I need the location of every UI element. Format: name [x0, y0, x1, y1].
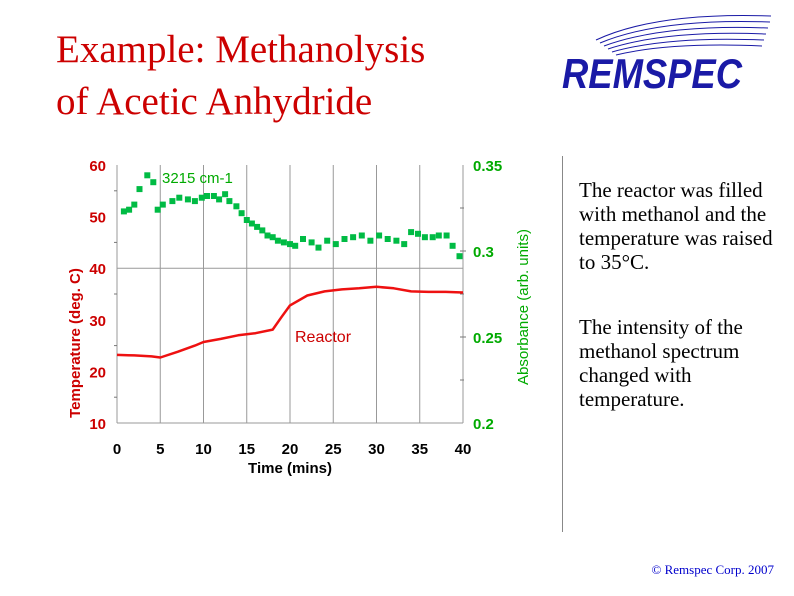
absorbance-point: [443, 232, 450, 239]
absorbance-point: [300, 236, 306, 242]
x-tick-label: 30: [368, 441, 385, 458]
absorbance-point: [210, 193, 217, 199]
absorbance-point: [259, 227, 266, 234]
right-tick-label: 0.2: [473, 416, 494, 433]
chart-frame: [114, 165, 466, 424]
absorbance-point: [222, 191, 229, 198]
absorbance-series: [120, 172, 463, 260]
absorbance-point: [126, 206, 133, 213]
right-tick-label: 0.35: [473, 158, 502, 175]
absorbance-point: [226, 198, 233, 205]
left-tick-label: 20: [89, 364, 106, 381]
x-axis-label: Time (mins): [248, 460, 332, 477]
left-axis-label: Temperature (deg. C): [67, 268, 84, 418]
remspec-logo: REMSPEC: [562, 15, 772, 97]
absorbance-point: [280, 239, 287, 246]
logo-swoosh: [595, 15, 772, 56]
right-tick-label: 0.25: [473, 330, 502, 347]
absorbance-point: [254, 223, 261, 230]
reactor-series: [116, 285, 464, 359]
absorbance-point: [415, 230, 421, 237]
absorbance-point: [287, 241, 293, 248]
absorbance-point: [243, 217, 250, 223]
absorbance-point: [292, 242, 299, 249]
absorbance-point: [154, 206, 161, 213]
x-tick-label: 5: [156, 441, 164, 458]
absorbance-point: [315, 244, 322, 251]
absorbance-point: [449, 242, 456, 249]
absorbance-point: [131, 201, 138, 208]
reactor-temperature-line: [116, 285, 464, 359]
left-tick-label: 10: [89, 416, 106, 433]
right-axis-label: Absorbance (arb. units): [515, 229, 532, 385]
title-line-2: of Acetic Anhydride: [56, 80, 373, 123]
annotation-reactor: Reactor: [295, 329, 352, 346]
absorbance-point: [274, 237, 281, 244]
absorbance-point: [350, 234, 357, 241]
slide-title: Example: Methanolysis of Acetic Anhydrid…: [56, 24, 526, 128]
x-tick-label: 35: [411, 441, 428, 458]
description-paragraph-2: The intensity of the methanol spectrum c…: [579, 315, 743, 411]
absorbance-point: [150, 179, 157, 186]
title-line-1: Example: Methanolysis: [56, 28, 426, 71]
absorbance-point: [269, 234, 276, 241]
absorbance-point: [376, 232, 383, 239]
absorbance-point: [264, 232, 271, 239]
absorbance-point: [248, 220, 255, 227]
left-tick-labels: 10 20 30 40 50 60: [89, 158, 106, 433]
absorbance-point: [401, 241, 408, 248]
absorbance-point: [191, 198, 198, 205]
x-tick-label: 25: [325, 441, 342, 458]
absorbance-point: [238, 210, 245, 217]
x-tick-label: 0: [113, 441, 121, 458]
absorbance-point: [136, 186, 143, 193]
absorbance-point: [204, 193, 210, 199]
absorbance-point: [308, 239, 315, 246]
absorbance-point: [184, 196, 191, 203]
absorbance-point: [429, 234, 436, 241]
absorbance-point: [332, 241, 339, 248]
absorbance-point: [384, 236, 391, 242]
absorbance-point: [435, 232, 442, 239]
left-tick-label: 50: [89, 210, 106, 227]
absorbance-point: [144, 172, 151, 179]
absorbance-point: [341, 236, 348, 242]
right-tick-labels: 0.2 0.25 0.3 0.35: [473, 158, 502, 433]
left-tick-label: 30: [89, 313, 106, 330]
absorbance-point: [393, 237, 400, 244]
absorbance-point: [216, 196, 223, 203]
logo-wordmark: REMSPEC: [562, 50, 743, 97]
absorbance-point: [159, 201, 166, 208]
x-tick-label: 40: [455, 441, 472, 458]
copyright-notice: © Remspec Corp. 2007: [651, 562, 774, 577]
absorbance-point: [233, 203, 240, 210]
divider-line: [562, 156, 563, 532]
absorbance-point: [456, 253, 463, 260]
absorbance-point: [120, 208, 127, 215]
x-tick-label: 20: [282, 441, 299, 458]
methanolysis-chart: 0 5 10 15 20 25 30 35 40 10 20 30 40 50 60 0.2 0.25 0.3…: [67, 158, 532, 477]
annotation-wavenumber: 3215 cm-1: [162, 170, 233, 187]
absorbance-point: [367, 237, 374, 244]
left-tick-label: 40: [89, 261, 106, 278]
left-tick-label: 60: [89, 158, 106, 175]
x-tick-label: 10: [195, 441, 212, 458]
right-tick-label: 0.3: [473, 244, 494, 261]
description-paragraph-1: The reactor was filled with methanol and…: [579, 178, 773, 274]
absorbance-point: [198, 194, 205, 201]
absorbance-point: [408, 229, 415, 236]
x-tick-label: 15: [238, 441, 255, 458]
absorbance-point: [421, 234, 428, 241]
chart-grid: [117, 165, 463, 423]
absorbance-point: [176, 194, 183, 201]
absorbance-point: [324, 237, 331, 244]
absorbance-point: [358, 232, 365, 239]
x-tick-labels: 0 5 10 15 20 25 30 35 40: [113, 441, 472, 458]
absorbance-point: [169, 198, 176, 205]
